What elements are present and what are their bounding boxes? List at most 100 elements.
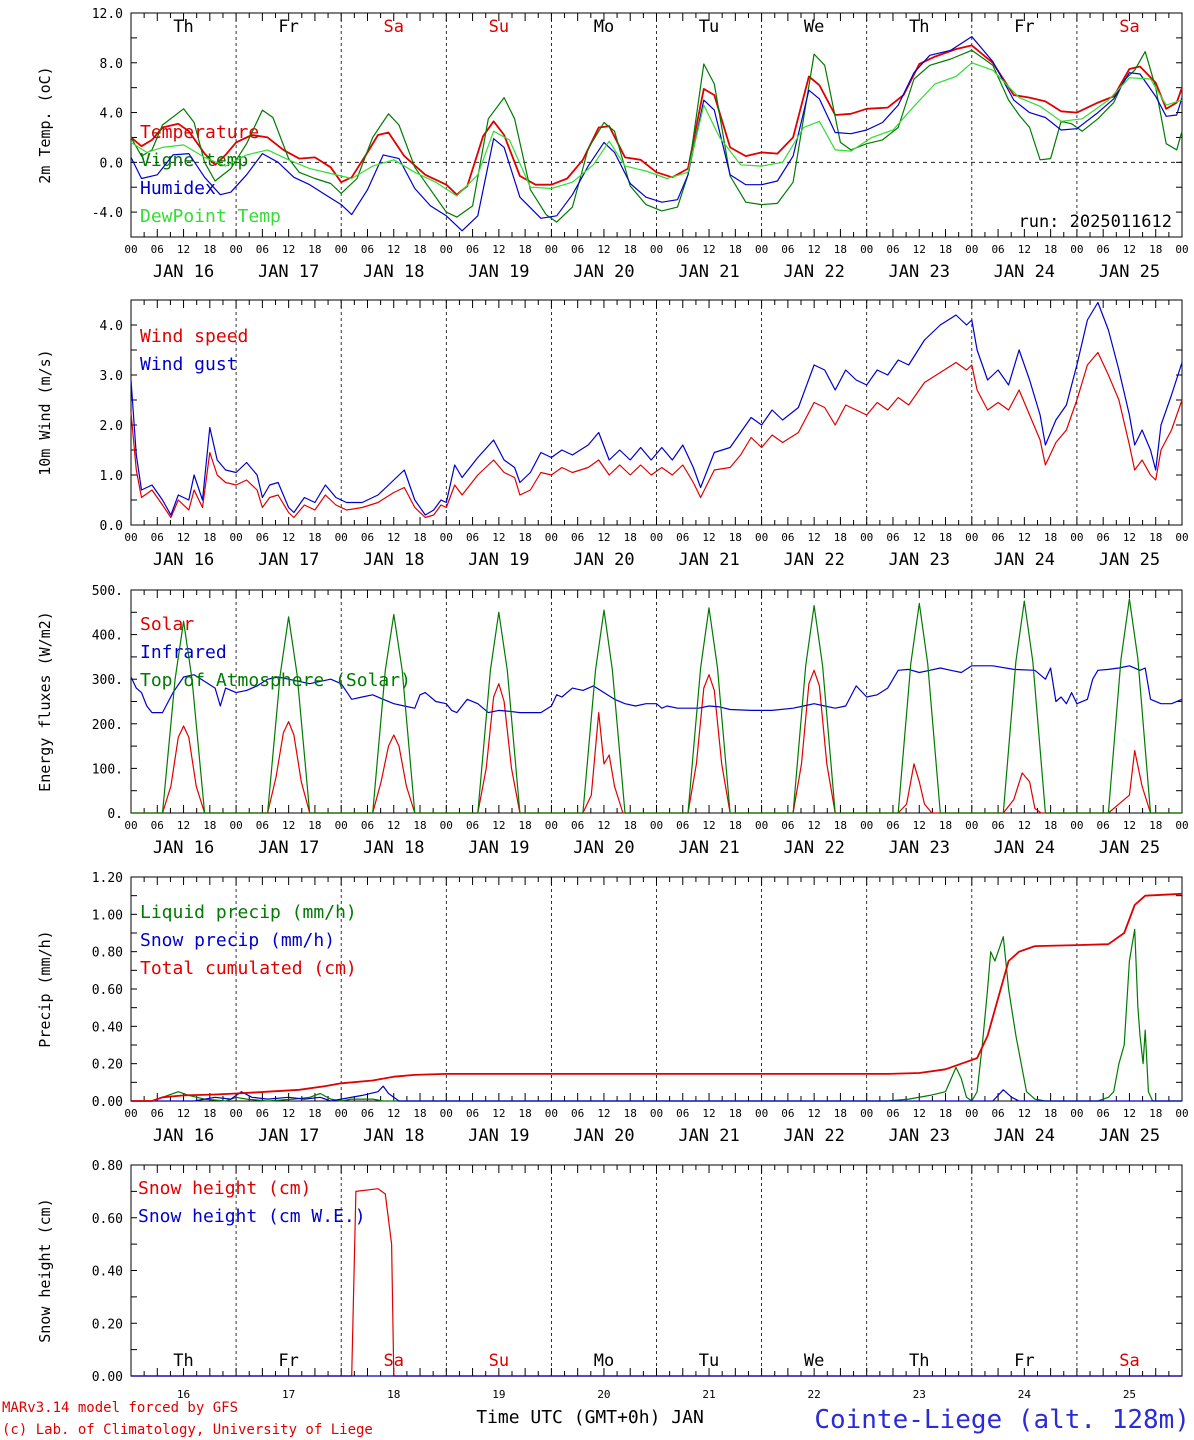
day-name-label: Th: [909, 17, 929, 37]
series-line-vigne-temp: [130, 49, 1183, 223]
hour-label: 00: [440, 819, 453, 832]
hour-label: 00: [1175, 1107, 1188, 1120]
hour-label: 00: [755, 819, 768, 832]
hour-label: 18: [1044, 531, 1057, 544]
date-label: JAN 20: [573, 550, 634, 570]
hour-label: 18: [519, 1107, 532, 1120]
hour-label: 00: [229, 243, 242, 256]
date-label: JAN 20: [573, 262, 634, 282]
hour-label: 00: [229, 819, 242, 832]
y-tick-label: 0.00: [92, 1095, 123, 1110]
day-name-label: We: [804, 17, 824, 37]
y-tick-label: 300.: [92, 673, 123, 688]
y-tick-label: 2.0: [100, 419, 123, 434]
day-number-label: 23: [913, 1388, 926, 1401]
hour-label: 00: [545, 819, 558, 832]
day-number-label: 19: [492, 1388, 505, 1401]
series-line-liquid-precip-mm-h-: [131, 928, 1182, 1102]
date-label: JAN 21: [678, 838, 739, 858]
hour-label: 00: [1070, 243, 1083, 256]
hour-label: 18: [519, 531, 532, 544]
day-number-label: 18: [387, 1388, 400, 1401]
hour-label: 12: [1018, 819, 1031, 832]
hour-label: 12: [492, 1107, 505, 1120]
date-label: JAN 25: [1099, 1126, 1160, 1146]
hour-label: 12: [913, 819, 926, 832]
day-name-label: Tu: [699, 17, 719, 37]
y-axis-label: Snow height (cm): [36, 1198, 54, 1343]
hour-label: 12: [1123, 819, 1136, 832]
hour-label: 12: [387, 243, 400, 256]
series-line-total-cumulated-cm-: [131, 892, 1183, 1102]
date-label: JAN 17: [258, 262, 319, 282]
hour-label: 18: [1044, 243, 1057, 256]
date-label: JAN 16: [153, 1126, 214, 1146]
hour-label: 06: [676, 531, 689, 544]
series-line-infrared: [130, 665, 1183, 714]
hour-label: 00: [1175, 819, 1188, 832]
y-tick-label: 0.00: [92, 1370, 123, 1385]
day-number-label: 25: [1123, 1388, 1136, 1401]
date-label: JAN 16: [153, 550, 214, 570]
series-line-dewpoint-temp: [130, 62, 1183, 197]
hour-label: 12: [492, 531, 505, 544]
date-label: JAN 21: [678, 262, 739, 282]
date-label: JAN 17: [258, 1126, 319, 1146]
day-name-label: Sa: [384, 17, 404, 37]
date-label: JAN 21: [678, 550, 739, 570]
hour-label: 06: [466, 1107, 479, 1120]
hour-label: 06: [781, 819, 794, 832]
hour-label: 00: [860, 1107, 873, 1120]
hour-label: 06: [466, 531, 479, 544]
hour-label: 12: [387, 531, 400, 544]
time-axis-title: Time UTC (GMT+0h) JAN: [476, 1407, 704, 1428]
hour-label: 12: [597, 243, 610, 256]
hour-label: 06: [571, 243, 584, 256]
station-name: Cointe-Liege (alt. 128m): [814, 1405, 1190, 1435]
y-axis-label: 10m Wind (m/s): [36, 349, 54, 475]
hour-label: 18: [834, 531, 847, 544]
hour-label: 06: [361, 819, 374, 832]
y-axis-label: Energy fluxes (W/m2): [36, 611, 54, 792]
y-tick-label: 4.0: [100, 319, 123, 334]
hour-label: 12: [282, 243, 295, 256]
date-label: JAN 22: [783, 1126, 844, 1146]
hour-label: 12: [177, 243, 190, 256]
hour-label: 18: [939, 819, 952, 832]
hour-label: 12: [702, 243, 715, 256]
hour-label: 00: [124, 243, 137, 256]
date-label: JAN 18: [363, 1126, 424, 1146]
legend-entry: DewPoint Temp: [140, 206, 281, 227]
legend-entry: Wind gust: [140, 354, 238, 375]
date-label: JAN 19: [468, 838, 529, 858]
hour-label: 06: [676, 819, 689, 832]
day-number-label: 20: [597, 1388, 610, 1401]
hour-label: 06: [1097, 531, 1110, 544]
date-label: JAN 22: [783, 550, 844, 570]
y-tick-label: 0.0: [100, 519, 123, 534]
day-number-label: 24: [1018, 1388, 1032, 1401]
hour-label: 12: [1018, 243, 1031, 256]
hour-label: 06: [151, 1107, 164, 1120]
y-tick-label: 1.0: [100, 469, 123, 484]
day-name-label: Th: [173, 1351, 193, 1371]
hour-label: 18: [624, 243, 637, 256]
hour-label: 00: [229, 531, 242, 544]
hour-label: 12: [913, 531, 926, 544]
hour-label: 18: [1149, 819, 1162, 832]
hour-label: 12: [282, 1107, 295, 1120]
hour-label: 06: [256, 243, 269, 256]
panel-5: 0.00 0.20 0.40 0.60 0.80 Snow height (cm) Snow…: [36, 1159, 1183, 1401]
y-tick-label: 12.0: [92, 7, 123, 22]
date-label: JAN 18: [363, 262, 424, 282]
panel-3: 0. 100. 200. 300. 400. 500. Energy fluxes (W/m…: [36, 584, 1189, 858]
date-label: JAN 23: [889, 550, 950, 570]
date-label: JAN 23: [889, 838, 950, 858]
hour-label: 18: [1149, 531, 1162, 544]
hour-label: 18: [624, 1107, 637, 1120]
hour-label: 06: [466, 243, 479, 256]
hour-label: 06: [676, 1107, 689, 1120]
hour-label: 18: [519, 243, 532, 256]
hour-label: 00: [335, 243, 348, 256]
series-line-humidex: [130, 35, 1183, 232]
